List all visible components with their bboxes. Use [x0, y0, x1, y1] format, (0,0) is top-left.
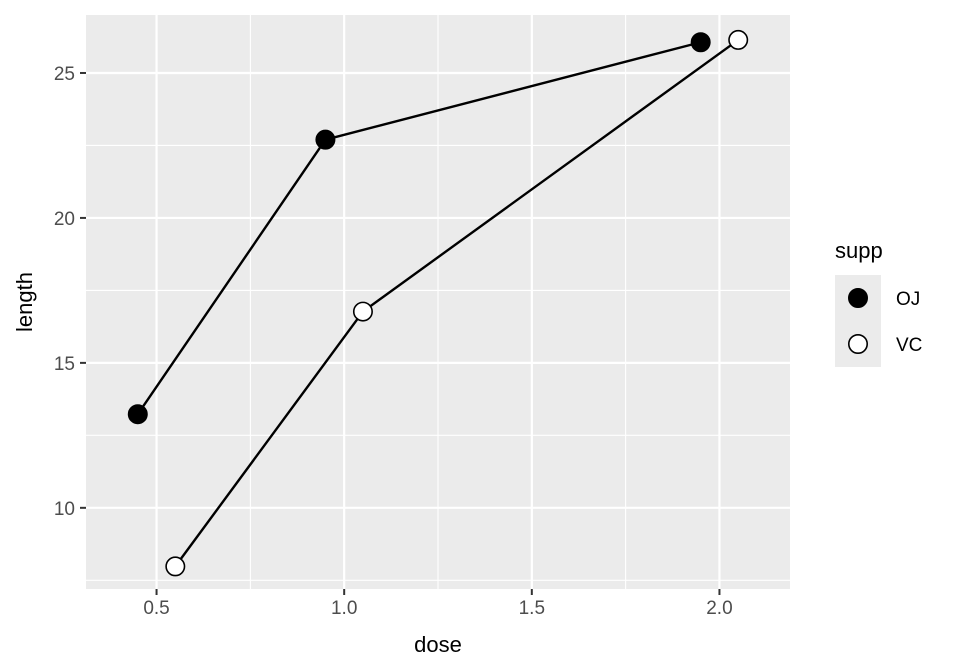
legend-title: supp: [835, 238, 883, 263]
x-tick-label: 1.0: [331, 598, 357, 619]
x-tick-label: 1.5: [519, 598, 545, 619]
data-point-oj: [690, 32, 711, 53]
legend-key-oj: [847, 287, 868, 308]
data-point-vc: [352, 301, 373, 322]
axes: 0.5 1.0 1.5 2.0 10 15 20 25: [54, 64, 733, 619]
legend-label-vc: VC: [896, 335, 922, 356]
x-axis-title: dose: [414, 632, 462, 657]
data-points: [127, 29, 749, 577]
y-tick-label: 10: [54, 499, 75, 520]
data-point-oj: [315, 129, 336, 150]
legend-label-oj: OJ: [896, 289, 920, 310]
y-tick-label: 25: [54, 64, 75, 85]
x-tick-label: 2.0: [706, 598, 732, 619]
legend-key-vc: [847, 333, 868, 354]
y-tick-label: 20: [54, 209, 75, 230]
x-tick-label: 0.5: [143, 598, 169, 619]
y-axis-title: length: [12, 272, 37, 332]
y-tick-label: 15: [54, 354, 75, 375]
data-point-vc: [728, 29, 749, 50]
legend: supp OJ VC: [835, 238, 922, 367]
data-point-oj: [127, 404, 148, 425]
grid-lines: [86, 15, 790, 589]
data-point-vc: [165, 556, 186, 577]
